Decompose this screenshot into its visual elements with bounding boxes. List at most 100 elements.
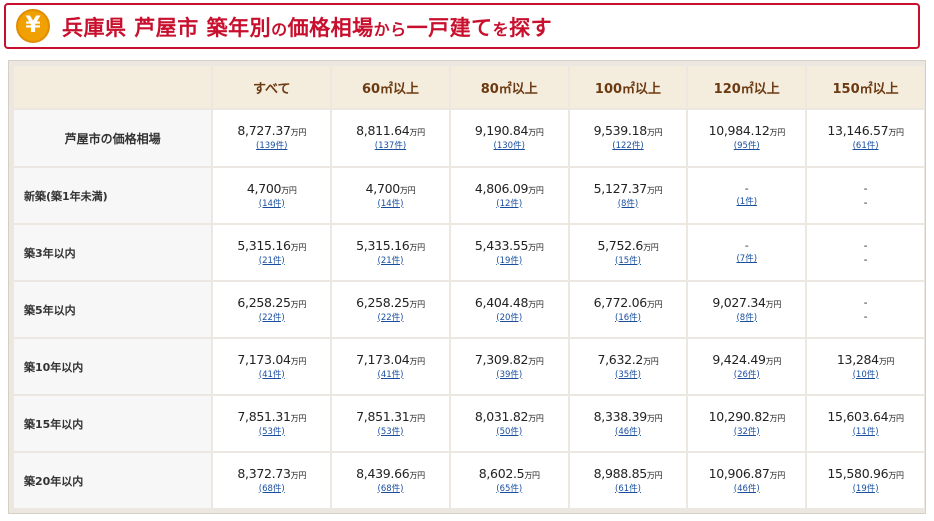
- price-value: 5,315.16万円: [213, 238, 330, 255]
- price-value: 7,632.2万円: [570, 352, 687, 369]
- price-value: -: [688, 182, 805, 196]
- listing-count-link[interactable]: (68件): [377, 483, 404, 494]
- price-cell: 5,315.16万円 (21件): [332, 225, 449, 280]
- listing-count-link[interactable]: (53件): [377, 426, 404, 437]
- price-unit: 万円: [290, 356, 307, 366]
- price-value: 10,290.82万円: [688, 409, 805, 426]
- price-number: 9,190.84: [474, 123, 529, 138]
- listing-count-link[interactable]: (46件): [615, 426, 641, 437]
- price-number: 13,146.57: [827, 123, 889, 138]
- price-value: 7,309.82万円: [451, 352, 568, 369]
- price-cell: 7,309.82万円 (39件): [450, 339, 568, 394]
- price-unit: 万円: [528, 128, 544, 137]
- price-number: 9,424.49: [712, 351, 766, 367]
- listing-count-link[interactable]: (137件): [374, 141, 407, 151]
- listing-count-link[interactable]: (61件): [615, 483, 641, 494]
- listing-count-link[interactable]: (32件): [733, 426, 760, 437]
- listing-count-link[interactable]: (35件): [615, 369, 641, 380]
- price-unit: 万円: [765, 356, 782, 366]
- price-unit: 万円: [290, 128, 307, 137]
- price-value: 5,752.6万円: [570, 238, 687, 255]
- price-value: 15,603.64万円: [807, 409, 924, 426]
- price-cell: 7,851.31万円 (53件): [213, 396, 331, 451]
- price-unit: 万円: [409, 242, 425, 252]
- listing-count-link[interactable]: (130件): [493, 141, 525, 151]
- price-cell: 13,284万円 (10件): [807, 339, 924, 394]
- price-value: 8,727.37万円: [213, 123, 330, 140]
- listing-count-link[interactable]: (14件): [377, 198, 404, 209]
- listing-count-link[interactable]: (65件): [496, 483, 523, 494]
- listing-count-link[interactable]: (14件): [258, 198, 285, 209]
- row-label: 築10年以内: [14, 339, 212, 394]
- price-number: 8,439.66: [356, 465, 410, 481]
- listing-count-link[interactable]: (19件): [496, 255, 523, 266]
- price-table-container: すべて 60㎡以上 80㎡以上 100㎡以上 120㎡以上 150㎡以上 芦屋市…: [8, 60, 926, 514]
- price-value: 6,258.25万円: [332, 295, 449, 312]
- price-number: 6,258.25: [237, 294, 291, 310]
- price-value: 5,127.37万円: [570, 181, 687, 198]
- price-number: 4,700: [365, 180, 401, 196]
- price-unit: 万円: [290, 242, 307, 252]
- title-wo: を: [492, 20, 510, 39]
- listing-count-link[interactable]: (21件): [258, 255, 285, 266]
- price-cell: 8,031.82万円 (50件): [450, 396, 568, 451]
- price-number: 8,727.37: [237, 123, 291, 138]
- title-sagasu: 探す: [509, 16, 553, 40]
- title-mid: 価格相場: [287, 16, 374, 40]
- price-value: 6,258.25万円: [213, 295, 330, 312]
- price-cell: 13,146.57万円 (61件): [807, 110, 924, 166]
- price-number: 7,851.31: [356, 408, 410, 424]
- price-value: 9,424.49万円: [688, 352, 805, 369]
- listing-count-link[interactable]: (21件): [377, 255, 404, 266]
- listing-count-link[interactable]: (41件): [258, 369, 285, 380]
- price-unit: 万円: [528, 356, 544, 366]
- listing-count-link[interactable]: (20件): [496, 312, 523, 323]
- listing-count-link[interactable]: (22件): [377, 312, 404, 323]
- listing-count-link[interactable]: (22件): [258, 312, 285, 323]
- price-unit: 万円: [528, 299, 544, 309]
- listing-count-link[interactable]: (7件): [736, 254, 758, 264]
- listing-count-link[interactable]: (95件): [733, 141, 760, 151]
- listing-count-link[interactable]: (26件): [733, 369, 760, 380]
- price-cell: 9,027.34万円 (8件): [688, 282, 806, 337]
- table-row: 新築(築1年未満) 4,700万円 (14件) 4,700万円 (14件) 4,806.0…: [14, 168, 924, 223]
- title-main: 兵庫県 芦屋市 築年別: [62, 16, 272, 40]
- listing-count-link[interactable]: (11件): [852, 426, 879, 437]
- price-unit: 万円: [528, 185, 544, 195]
- listing-count-link[interactable]: (68件): [258, 483, 285, 494]
- listing-count-link[interactable]: (139件): [256, 141, 288, 151]
- listing-count-link[interactable]: (50件): [496, 426, 523, 437]
- count-dash: -: [863, 252, 868, 266]
- price-cell: 5,315.16万円 (21件): [213, 225, 331, 280]
- price-number: 10,290.82: [708, 408, 770, 424]
- count-dash: -: [863, 195, 868, 209]
- price-cell: 15,603.64万円 (11件): [807, 396, 924, 451]
- price-cell: 6,258.25万円 (22件): [213, 282, 331, 337]
- listing-count-link[interactable]: (61件): [852, 141, 879, 151]
- price-value: -: [688, 239, 805, 253]
- title-no: の: [271, 20, 288, 39]
- column-header: 100㎡以上: [569, 66, 687, 108]
- price-value: 15,580.96万円: [807, 466, 924, 483]
- listing-count-link[interactable]: (10件): [852, 369, 879, 380]
- listing-count-link[interactable]: (15件): [615, 255, 641, 266]
- price-number: 8,988.85: [593, 465, 648, 481]
- price-number: 7,309.82: [474, 351, 529, 367]
- listing-count-link[interactable]: (39件): [496, 369, 523, 380]
- listing-count-link[interactable]: (46件): [733, 483, 760, 494]
- price-value: 5,433.55万円: [451, 238, 568, 255]
- price-unit: 万円: [290, 470, 307, 480]
- listing-count-link[interactable]: (1件): [736, 197, 758, 207]
- price-cell: 8,727.37万円 (139件): [213, 110, 331, 166]
- listing-count-link[interactable]: (19件): [852, 483, 879, 494]
- listing-count-link[interactable]: (8件): [617, 198, 639, 209]
- listing-count-link[interactable]: (53件): [258, 426, 285, 437]
- price-value: 7,851.31万円: [213, 409, 330, 426]
- listing-count-link[interactable]: (16件): [615, 312, 641, 323]
- listing-count-link[interactable]: (12件): [496, 198, 523, 209]
- listing-count-link[interactable]: (8件): [736, 312, 758, 323]
- listing-count-link[interactable]: (122件): [612, 141, 644, 151]
- price-cell: 10,290.82万円 (32件): [688, 396, 806, 451]
- listing-count-link[interactable]: (41件): [377, 369, 404, 380]
- price-value: 9,027.34万円: [688, 295, 805, 312]
